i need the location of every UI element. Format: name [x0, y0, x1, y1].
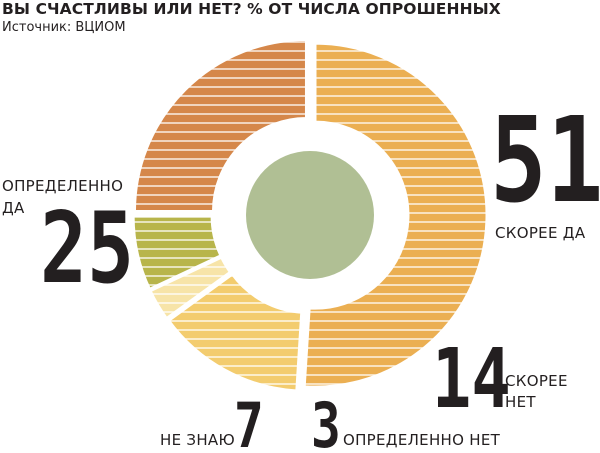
value-label-не-знаю: 7 [234, 389, 264, 453]
category-label-скорее-нет: СКОРЕЕ [505, 372, 568, 390]
value-label-скорее-да: 51 [490, 91, 600, 229]
category-label-не-знаю: НЕ ЗНАЮ [160, 431, 235, 449]
category-label-скорее-да: СКОРЕЕ ДА [495, 224, 586, 242]
chart-source: Источник: ВЦИОМ [2, 20, 126, 35]
value-label-скорее-нет: 14 [432, 332, 511, 427]
category-label-скорее-нет: НЕТ [505, 393, 536, 411]
slice-скорее-да [302, 41, 489, 389]
category-label-определенно-да: ОПРЕДЕЛЕННО [2, 177, 123, 195]
category-label-определенно-да: ДА [2, 199, 25, 217]
category-label-определенно-нет: ОПРЕДЕЛЕННО НЕТ [343, 431, 501, 449]
chart-title: ВЫ СЧАСТЛИВЫ ИЛИ НЕТ? % ОТ ЧИСЛА ОПРОШЕН… [2, 0, 501, 18]
value-label-определенно-да: 25 [40, 192, 134, 306]
center-disc [246, 151, 374, 279]
value-label-определенно-нет: 3 [311, 389, 341, 453]
